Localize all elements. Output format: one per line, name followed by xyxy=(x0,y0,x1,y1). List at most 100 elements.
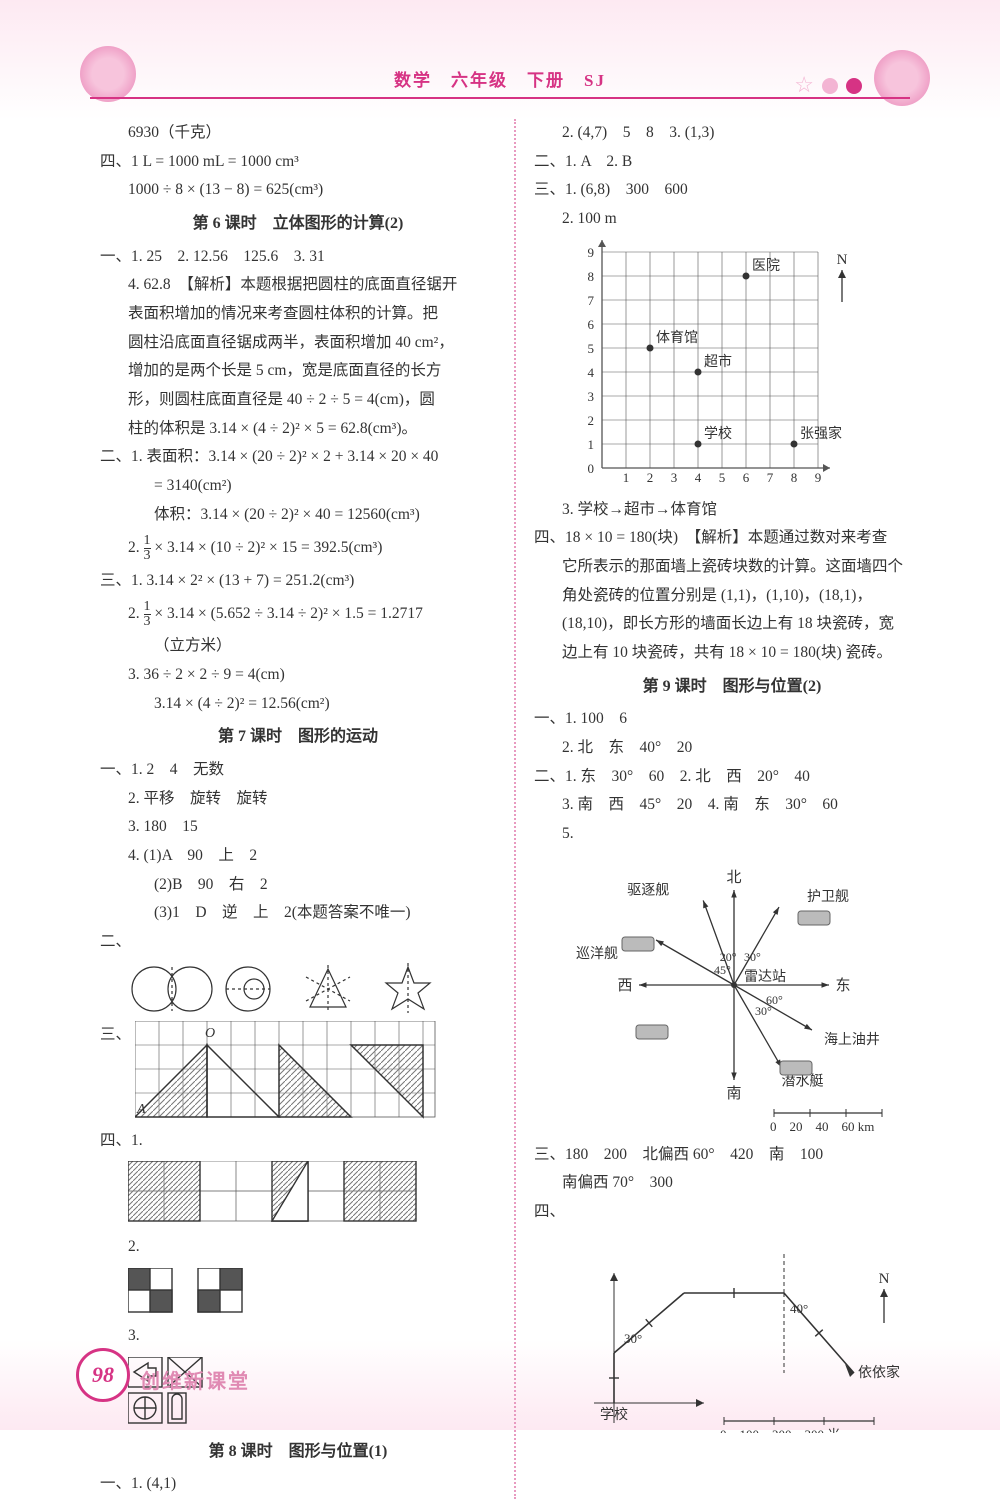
text-line: 2. 北 东 40° 20 xyxy=(534,734,930,763)
svg-text:2: 2 xyxy=(647,470,654,485)
text-line: 2. 13 × 3.14 × (5.652 ÷ 3.14 ÷ 2)² × 1.5… xyxy=(100,595,496,632)
label-B: B xyxy=(209,1120,218,1121)
text-line: 表面积增加的情况来考查圆柱体积的计算。把 xyxy=(100,300,496,329)
text-line: 2. 平移 旋转 旋转 xyxy=(100,785,496,814)
text-line: 2. 13 × 3.14 × (10 ÷ 2)² × 15 = 392.5(cm… xyxy=(100,529,496,566)
svg-text:学校: 学校 xyxy=(600,1406,628,1423)
text-line: 二、1. 东 30° 60 2. 北 西 20° 40 xyxy=(534,763,930,792)
svg-text:0 20 40 60 km: 0 20 40 60 km xyxy=(770,1119,874,1134)
svg-text:9: 9 xyxy=(815,470,822,485)
svg-text:6: 6 xyxy=(743,470,750,485)
svg-text:北: 北 xyxy=(726,869,741,886)
text-line: 3. xyxy=(100,1322,496,1351)
text-line: 角处瓷砖的位置分别是 (1,1)，(1,10)，(18,1)， xyxy=(534,582,930,611)
text-line: 3. 180 15 xyxy=(100,813,496,842)
svg-text:N: N xyxy=(837,252,848,268)
text-line: 柱的体积是 3.14 × (4 ÷ 2)² × 5 = 62.8(cm³)。 xyxy=(100,415,496,444)
label: 2. xyxy=(128,605,144,622)
text-line: 一、1. 25 2. 12.56 125.6 3. 31 xyxy=(100,243,496,272)
svg-text:8: 8 xyxy=(588,269,595,284)
grid-map-svg: 1234567890123456789医院体育馆超市学校张强家N xyxy=(574,240,874,490)
section-title: 第 7 课时 图形的运动 xyxy=(100,722,496,752)
text-line: 4. (1)A 90 上 2 xyxy=(100,842,496,871)
svg-text:30°: 30° xyxy=(755,1004,772,1018)
svg-text:5: 5 xyxy=(588,341,595,356)
svg-text:张强家: 张强家 xyxy=(800,425,842,442)
fraction: 13 xyxy=(144,534,151,563)
text-line: 5. xyxy=(534,820,930,849)
column-divider xyxy=(514,119,516,1499)
text-line: 增加的是两个长是 5 cm，宽是底面直径的长方 xyxy=(100,357,496,386)
svg-text:学校: 学校 xyxy=(704,425,732,442)
diagram-4-2 xyxy=(128,1268,496,1316)
svg-text:6: 6 xyxy=(588,317,595,332)
svg-text:雷达站: 雷达站 xyxy=(744,969,786,985)
svg-text:西: 西 xyxy=(617,978,632,994)
svg-text:4: 4 xyxy=(588,365,595,380)
svg-text:20°: 20° xyxy=(720,949,737,963)
svg-text:N: N xyxy=(879,1271,890,1287)
svg-text:海上油井: 海上油井 xyxy=(824,1032,880,1048)
svg-text:医院: 医院 xyxy=(752,258,780,274)
text-line: 南偏西 70° 300 xyxy=(534,1169,930,1198)
text-line: 4. 62.8 【解析】本题根据把圆柱的底面直径锯开 xyxy=(100,271,496,300)
section-title: 第 9 课时 图形与位置(2) xyxy=(534,672,930,702)
svg-text:1: 1 xyxy=(588,437,595,452)
label: 2. xyxy=(128,539,144,556)
svg-text:体育馆: 体育馆 xyxy=(656,330,698,346)
right-column: 2. (4,7) 5 8 3. (1,3) 二、1. A 2. B 三、1. (… xyxy=(534,119,930,1499)
svg-text:1: 1 xyxy=(623,470,630,485)
text-line: 三、180 200 北偏西 60° 420 南 100 xyxy=(534,1141,930,1170)
text-line: 四、18 × 10 = 180(块) 【解析】本题通过数对来考查 xyxy=(534,524,930,553)
text-line: 三、1. (6,8) 300 600 xyxy=(534,176,930,205)
svg-text:5: 5 xyxy=(719,470,726,485)
grid-map-diagram: 1234567890123456789医院体育馆超市学校张强家N xyxy=(574,240,930,490)
text-line: 2. 100 m xyxy=(534,205,930,234)
text-line: 四、1. xyxy=(100,1127,496,1156)
text-line: 二、1. 表面积：3.14 × (20 ÷ 2)² × 2 + 3.14 × 2… xyxy=(100,443,496,472)
text-line: 它所表示的那面墙上瓷砖块数的计算。这面墙四个 xyxy=(534,553,930,582)
text-line: 四、1 L = 1000 mL = 1000 cm³ xyxy=(100,148,496,177)
text-line: 3.14 × (4 ÷ 2)² = 12.56(cm²) xyxy=(100,690,496,719)
text-line: 3. 36 ÷ 2 × 2 ÷ 9 = 4(cm) xyxy=(100,661,496,690)
text-line: 二、1. A 2. B xyxy=(534,148,930,177)
text-line: 边上有 10 块瓷砖，共有 18 × 10 = 180(块) 瓷砖。 xyxy=(534,639,930,668)
svg-text:7: 7 xyxy=(767,470,774,485)
header-title: 数学 六年级 下册 SJ xyxy=(394,71,606,90)
text-line: 一、1. 2 4 无数 xyxy=(100,756,496,785)
svg-text:南: 南 xyxy=(726,1085,741,1102)
grid-triangles-svg: O A B xyxy=(135,1021,445,1121)
section-title: 第 8 课时 图形与位置(1) xyxy=(100,1437,496,1467)
text-line: 一、1. 100 6 xyxy=(534,705,930,734)
text-line: (3)1 D 逆 上 2(本题答案不唯一) xyxy=(100,899,496,928)
svg-text:8: 8 xyxy=(791,470,798,485)
label-A: A xyxy=(136,1102,146,1117)
diagram-symmetry-shapes xyxy=(128,963,496,1015)
svg-text:驱逐舰: 驱逐舰 xyxy=(627,882,669,898)
text-line: 一、1. (4,1) xyxy=(100,1470,496,1499)
text-line: 2. (4,7) 5 8 3. (1,3) xyxy=(534,119,930,148)
svg-text:超市: 超市 xyxy=(704,353,732,370)
text-line: （立方米） xyxy=(100,632,496,661)
text-line: (2)B 90 右 2 xyxy=(100,871,496,900)
header-rule xyxy=(90,97,910,99)
symmetry-svg xyxy=(128,963,468,1015)
svg-text:9: 9 xyxy=(588,245,595,260)
page-number-text: 98 xyxy=(92,1362,114,1388)
text-line: 三、1. 3.14 × 2² × (13 + 7) = 251.2(cm³) xyxy=(100,567,496,596)
content: 6930（千克） 四、1 L = 1000 mL = 1000 cm³ 1000… xyxy=(0,109,1000,1499)
text-line: 3. 南 西 45° 20 4. 南 东 30° 60 xyxy=(534,791,930,820)
svg-text:0: 0 xyxy=(588,461,595,476)
svg-text:45°: 45° xyxy=(714,963,731,977)
svg-text:护卫舰: 护卫舰 xyxy=(807,889,849,905)
svg-text:东: 东 xyxy=(835,977,850,994)
text-line: 1000 ÷ 8 × (13 − 8) = 625(cm³) xyxy=(100,176,496,205)
svg-text:30°: 30° xyxy=(624,1331,642,1346)
svg-text:3: 3 xyxy=(671,470,678,485)
svg-text:30°: 30° xyxy=(744,950,761,964)
svg-text:2: 2 xyxy=(588,413,595,428)
section-title: 第 6 课时 立体图形的计算(2) xyxy=(100,209,496,239)
svg-text:巡洋舰: 巡洋舰 xyxy=(576,946,618,962)
svg-text:40°: 40° xyxy=(790,1301,808,1316)
svg-text:潜水艇: 潜水艇 xyxy=(782,1073,824,1089)
